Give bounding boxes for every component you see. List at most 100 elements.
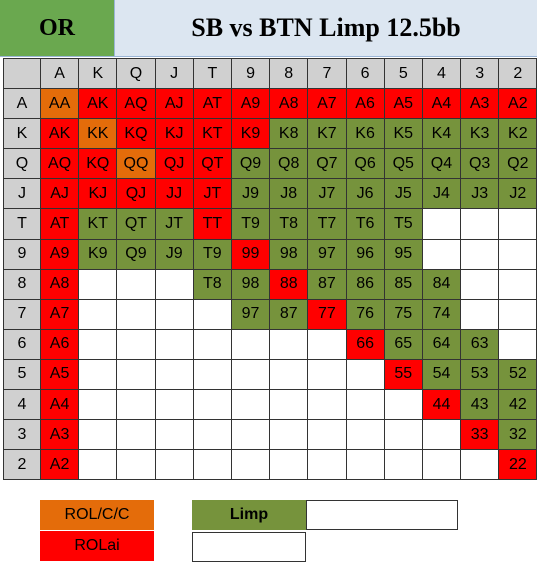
hand-cell: 97 xyxy=(308,240,346,270)
hand-cell xyxy=(308,450,346,480)
hand-cell: JT xyxy=(194,179,232,209)
hand-cell xyxy=(232,360,270,390)
hand-cell: 76 xyxy=(347,300,385,330)
hand-cell: A2 xyxy=(41,450,79,480)
hand-cell xyxy=(347,450,385,480)
hand-cell: A2 xyxy=(499,89,537,119)
column-header-2: 2 xyxy=(499,59,537,89)
hand-cell: J8 xyxy=(270,179,308,209)
row-header-4: 4 xyxy=(4,390,41,420)
hand-cell xyxy=(385,450,423,480)
hand-cell: A9 xyxy=(41,240,79,270)
hand-cell: T5 xyxy=(385,209,423,239)
column-header-5: 5 xyxy=(385,59,423,89)
hand-cell: A3 xyxy=(461,89,499,119)
hand-cell xyxy=(385,390,423,420)
hand-cell: KQ xyxy=(117,119,155,149)
hand-cell: Q6 xyxy=(347,149,385,179)
hand-cell: A6 xyxy=(41,330,79,360)
hand-cell xyxy=(194,390,232,420)
hand-cell: K3 xyxy=(461,119,499,149)
hand-cell: J7 xyxy=(308,179,346,209)
hand-cell xyxy=(270,420,308,450)
hand-cell xyxy=(270,390,308,420)
hand-cell xyxy=(308,390,346,420)
hand-cell: QJ xyxy=(156,149,194,179)
hand-cell: TT xyxy=(194,209,232,239)
hand-cell: 32 xyxy=(499,420,537,450)
hand-cell xyxy=(156,420,194,450)
hand-cell xyxy=(156,270,194,300)
hand-cell: Q3 xyxy=(461,149,499,179)
hand-cell xyxy=(156,390,194,420)
hand-cell: K9 xyxy=(79,240,117,270)
hand-cell: T8 xyxy=(270,209,308,239)
column-header-7: 7 xyxy=(308,59,346,89)
row-header-3: 3 xyxy=(4,420,41,450)
hand-cell: 44 xyxy=(423,390,461,420)
row-header-A: A xyxy=(4,89,41,119)
hand-cell: A8 xyxy=(41,270,79,300)
hand-cell: 84 xyxy=(423,270,461,300)
hand-cell: T9 xyxy=(194,240,232,270)
hand-cell: 63 xyxy=(461,330,499,360)
hand-cell: 86 xyxy=(347,270,385,300)
column-header-3: 3 xyxy=(461,59,499,89)
hand-cell: Q9 xyxy=(117,240,155,270)
hand-cell xyxy=(499,330,537,360)
hand-cell xyxy=(117,300,155,330)
hand-cell: AK xyxy=(79,89,117,119)
hand-cell: AQ xyxy=(41,149,79,179)
hand-cell: 55 xyxy=(385,360,423,390)
row-header-K: K xyxy=(4,119,41,149)
or-title: OR xyxy=(0,0,115,57)
hand-cell: 54 xyxy=(423,360,461,390)
hand-cell: J9 xyxy=(232,179,270,209)
hand-cell xyxy=(308,330,346,360)
hand-cell xyxy=(79,450,117,480)
hand-cell xyxy=(347,360,385,390)
hand-cell xyxy=(194,360,232,390)
hand-cell xyxy=(117,450,155,480)
hand-cell xyxy=(79,330,117,360)
hand-cell: 33 xyxy=(461,420,499,450)
hand-cell: 75 xyxy=(385,300,423,330)
hand-cell xyxy=(308,360,346,390)
row-header-8: 8 xyxy=(4,270,41,300)
column-header-8: 8 xyxy=(270,59,308,89)
hand-cell xyxy=(461,300,499,330)
hand-cell xyxy=(461,450,499,480)
hand-cell: QT xyxy=(117,209,155,239)
hand-cell: 98 xyxy=(232,270,270,300)
legend-empty-slot xyxy=(306,500,458,530)
hand-cell xyxy=(232,450,270,480)
hand-cell xyxy=(308,420,346,450)
row-header-9: 9 xyxy=(4,240,41,270)
hand-cell xyxy=(79,300,117,330)
hand-cell: K5 xyxy=(385,119,423,149)
hand-cell: KQ xyxy=(79,149,117,179)
hand-cell xyxy=(499,270,537,300)
hand-cell: A7 xyxy=(41,300,79,330)
hand-cell xyxy=(156,360,194,390)
hand-cell: AA xyxy=(41,89,79,119)
hand-range-grid: A K Q J T 9 8 7 6 5 4 3 2 A AA AK AQ AJ AT A9 A8 A7 A6 A5 A4 A3 A2… xyxy=(3,58,537,480)
hand-cell: Q8 xyxy=(270,149,308,179)
hand-cell: A4 xyxy=(41,390,79,420)
hand-cell: J4 xyxy=(423,179,461,209)
column-header-4: 4 xyxy=(423,59,461,89)
hand-cell: 43 xyxy=(461,390,499,420)
hand-cell xyxy=(79,390,117,420)
hand-cell: A9 xyxy=(232,89,270,119)
column-header-T: T xyxy=(194,59,232,89)
hand-cell: A6 xyxy=(347,89,385,119)
hand-cell: A5 xyxy=(385,89,423,119)
hand-cell xyxy=(156,450,194,480)
hand-cell: T7 xyxy=(308,209,346,239)
row-header-2: 2 xyxy=(4,450,41,480)
hand-cell xyxy=(117,420,155,450)
hand-cell xyxy=(347,420,385,450)
hand-cell: 87 xyxy=(270,300,308,330)
hand-cell: KT xyxy=(194,119,232,149)
hand-cell: J9 xyxy=(156,240,194,270)
